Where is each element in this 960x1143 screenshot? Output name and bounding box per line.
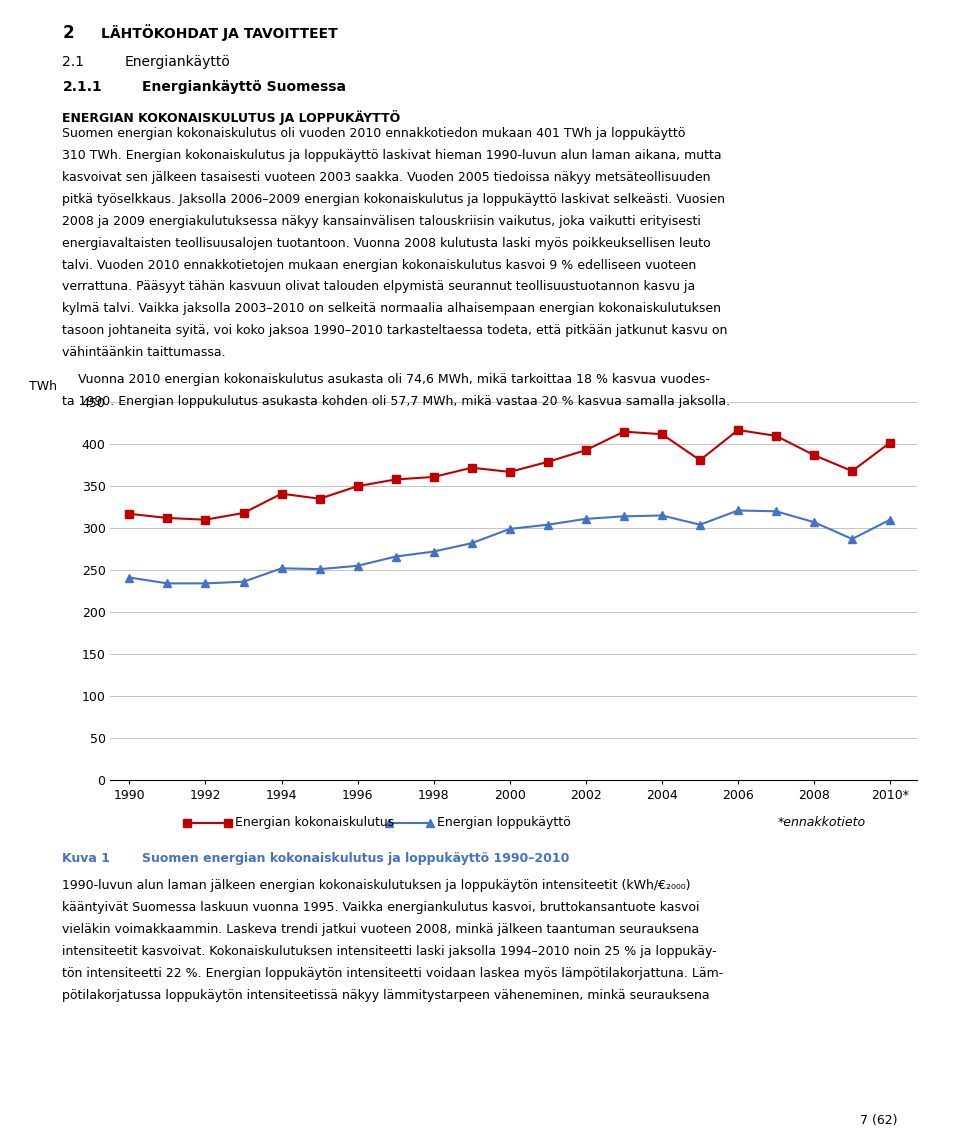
Text: talvi. Vuoden 2010 ennakkotietojen mukaan energian kokonaiskulutus kasvoi 9 % ed: talvi. Vuoden 2010 ennakkotietojen mukaa… [62,258,697,272]
Text: tön intensiteetti 22 %. Energian loppukäytön intensiteetti voidaan laskea myös l: tön intensiteetti 22 %. Energian loppukä… [62,967,724,980]
Text: 2.1: 2.1 [62,55,84,69]
Text: tasoon johtaneita syitä, voi koko jaksoa 1990–2010 tarkasteltaessa todeta, että : tasoon johtaneita syitä, voi koko jaksoa… [62,325,728,337]
Text: Energian loppukäyttö: Energian loppukäyttö [437,816,570,830]
Text: 310 TWh. Energian kokonaiskulutus ja loppukäyttö laskivat hieman 1990-luvun alun: 310 TWh. Energian kokonaiskulutus ja lop… [62,149,722,162]
Text: Energiankäyttö Suomessa: Energiankäyttö Suomessa [142,80,346,94]
Text: kylmä talvi. Vaikka jaksolla 2003–2010 on selkeitä normaalia alhaisempaan energi: kylmä talvi. Vaikka jaksolla 2003–2010 o… [62,303,721,315]
Text: ENERGIAN KOKONAISKULUTUS JA LOPPUKÄYTTÖ: ENERGIAN KOKONAISKULUTUS JA LOPPUKÄYTTÖ [62,110,400,125]
Text: vähintäänkin taittumassa.: vähintäänkin taittumassa. [62,346,226,359]
Text: TWh: TWh [29,381,57,393]
Text: verrattuna. Pääsyyt tähän kasvuun olivat talouden elpymistä seurannut teollisuus: verrattuna. Pääsyyt tähän kasvuun olivat… [62,280,696,294]
Text: 2: 2 [62,24,74,42]
Text: Suomen energian kokonaiskulutus ja loppukäyttö 1990–2010: Suomen energian kokonaiskulutus ja loppu… [142,852,569,864]
Text: pitkä työselkkaus. Jaksolla 2006–2009 energian kokonaiskulutus ja loppukäyttö la: pitkä työselkkaus. Jaksolla 2006–2009 en… [62,193,726,206]
Text: 1990-luvun alun laman jälkeen energian kokonaiskulutuksen ja loppukäytön intensi: 1990-luvun alun laman jälkeen energian k… [62,879,691,893]
Text: LÄHTÖKOHDAT JA TAVOITTEET: LÄHTÖKOHDAT JA TAVOITTEET [101,24,338,41]
Text: Vuonna 2010 energian kokonaiskulutus asukasta oli 74,6 MWh, mikä tarkoittaa 18 %: Vuonna 2010 energian kokonaiskulutus asu… [62,373,710,386]
Text: kääntyivät Suomessa laskuun vuonna 1995. Vaikka energiankulutus kasvoi, bruttoka: kääntyivät Suomessa laskuun vuonna 1995.… [62,901,700,914]
Text: 2008 ja 2009 energiakulutuksessa näkyy kansainvälisen talouskriisin vaikutus, jo: 2008 ja 2009 energiakulutuksessa näkyy k… [62,215,701,227]
Text: energiavaltaisten teollisuusalojen tuotantoon. Vuonna 2008 kulutusta laski myös : energiavaltaisten teollisuusalojen tuota… [62,237,711,249]
Text: Energiankäyttö: Energiankäyttö [125,55,230,69]
Text: Energian kokonaiskulutus: Energian kokonaiskulutus [235,816,395,830]
Text: Kuva 1: Kuva 1 [62,852,110,864]
Text: 2.1.1: 2.1.1 [62,80,102,94]
Text: *ennakkotieto: *ennakkotieto [778,816,866,830]
Text: vieläkin voimakkaammin. Laskeva trendi jatkui vuoteen 2008, minkä jälkeen taantu: vieläkin voimakkaammin. Laskeva trendi j… [62,924,700,936]
Text: intensiteetit kasvoivat. Kokonaiskulutuksen intensiteetti laski jaksolla 1994–20: intensiteetit kasvoivat. Kokonaiskulutuk… [62,945,717,958]
Text: pötilakorjatussa loppukäytön intensiteetissä näkyy lämmitystarpeen väheneminen, : pötilakorjatussa loppukäytön intensiteet… [62,989,710,1002]
Text: Suomen energian kokonaiskulutus oli vuoden 2010 ennakkotiedon mukaan 401 TWh ja : Suomen energian kokonaiskulutus oli vuod… [62,127,685,139]
Text: kasvoivat sen jälkeen tasaisesti vuoteen 2003 saakka. Vuoden 2005 tiedoissa näky: kasvoivat sen jälkeen tasaisesti vuoteen… [62,170,711,184]
Text: 7 (62): 7 (62) [860,1114,898,1127]
Text: ta 1990. Energian loppukulutus asukasta kohden oli 57,7 MWh, mikä vastaa 20 % ka: ta 1990. Energian loppukulutus asukasta … [62,394,731,408]
